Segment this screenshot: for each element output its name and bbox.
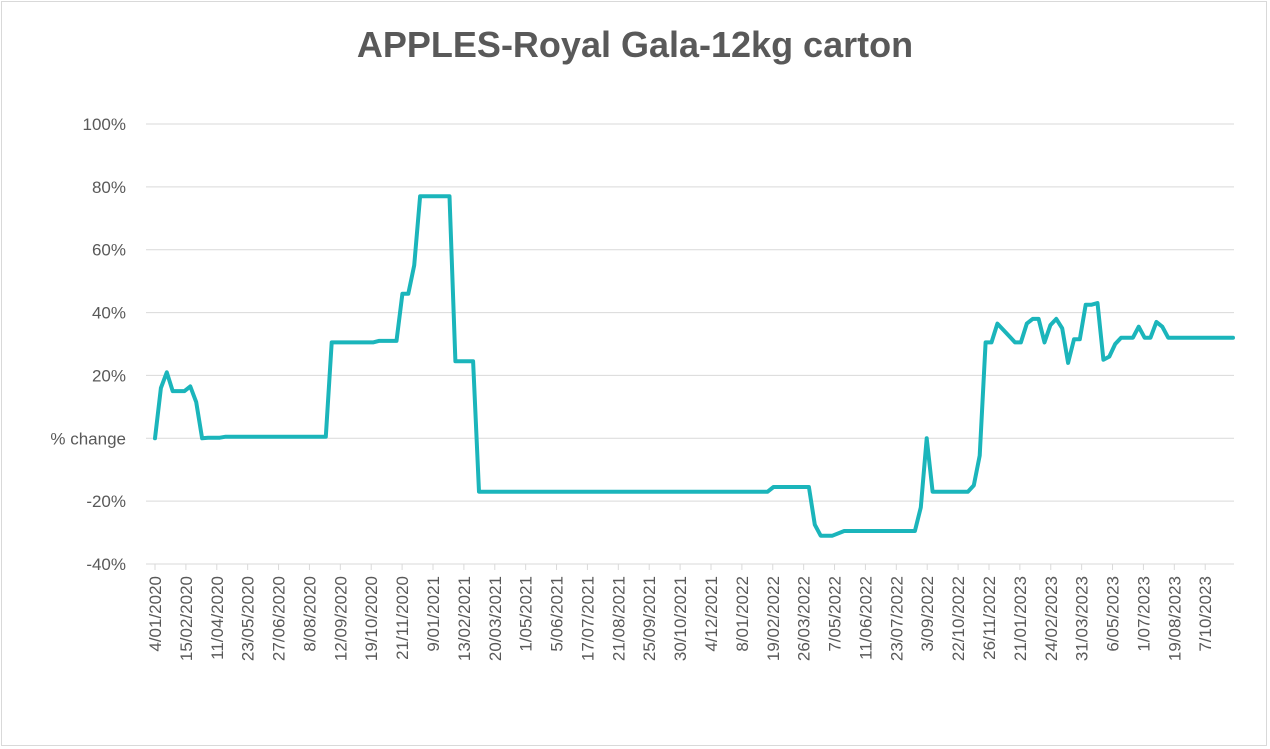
- x-tick-label: 8/08/2020: [300, 576, 319, 652]
- x-tick-label: 23/05/2020: [239, 576, 258, 661]
- x-tick-label: 31/03/2023: [1073, 576, 1092, 661]
- x-tick-label: 6/05/2023: [1104, 576, 1123, 652]
- x-axis-tick-labels: 4/01/2020 15/02/2020 11/04/2020 23/05/2020 2…: [146, 564, 1215, 661]
- x-tick-label: 22/10/2022: [949, 576, 968, 661]
- x-tick-label: 4/12/2021: [702, 576, 721, 652]
- x-tick-label: 5/06/2021: [548, 576, 567, 652]
- y-tick-label: 40%: [92, 304, 126, 323]
- y-tick-label: 80%: [92, 178, 126, 197]
- x-tick-label: 19/10/2020: [362, 576, 381, 661]
- x-tick-label: 26/03/2022: [795, 576, 814, 661]
- x-tick-label: 1/07/2023: [1134, 576, 1153, 652]
- x-tick-label: 19/02/2022: [764, 576, 783, 661]
- x-tick-label: 21/11/2020: [393, 576, 412, 660]
- y-tick-label: 100%: [83, 115, 126, 134]
- x-tick-label: 15/02/2020: [177, 576, 196, 661]
- x-tick-label: 20/03/2021: [486, 576, 505, 661]
- x-tick-label: 23/07/2022: [887, 576, 906, 661]
- x-tick-label: 21/08/2021: [609, 576, 628, 661]
- x-tick-label: 21/01/2023: [1011, 576, 1030, 661]
- y-tick-label: % change: [50, 429, 126, 448]
- x-tick-label: 3/09/2022: [918, 576, 937, 652]
- x-tick-label: 17/07/2021: [578, 576, 597, 661]
- x-tick-label: 13/02/2021: [455, 576, 474, 661]
- x-tick-label: 7/05/2022: [826, 576, 845, 652]
- x-tick-label: 11/04/2020: [208, 576, 227, 660]
- y-tick-label: 60%: [92, 241, 126, 260]
- x-tick-label: 26/11/2022: [980, 576, 999, 660]
- x-tick-label: 27/06/2020: [270, 576, 289, 661]
- gridlines: [146, 123, 1234, 565]
- x-tick-label: 1/05/2021: [517, 576, 536, 652]
- x-tick-label: 12/09/2020: [331, 576, 350, 661]
- chart-title: APPLES-Royal Gala-12kg carton: [356, 24, 914, 65]
- y-tick-label: -20%: [86, 492, 126, 511]
- x-tick-label: 4/01/2020: [146, 576, 165, 652]
- x-tick-label: 25/09/2021: [640, 576, 659, 661]
- x-tick-label: 30/10/2021: [671, 576, 690, 661]
- y-tick-label: 20%: [92, 366, 126, 385]
- series-layer: [153, 194, 1235, 538]
- x-tick-label: 8/01/2022: [733, 576, 752, 652]
- y-tick-label: -40%: [86, 555, 126, 574]
- x-tick-label: 7/10/2023: [1196, 576, 1215, 652]
- x-tick-label: 9/01/2021: [424, 576, 443, 652]
- x-tick-label: 24/02/2023: [1042, 576, 1061, 661]
- x-tick-label: 19/08/2023: [1165, 576, 1184, 661]
- series-line: [153, 194, 1235, 538]
- y-axis-tick-labels: -40% -20% % change 20% 40% 60% 80% 100%: [50, 115, 126, 574]
- x-tick-label: 11/06/2022: [856, 576, 875, 660]
